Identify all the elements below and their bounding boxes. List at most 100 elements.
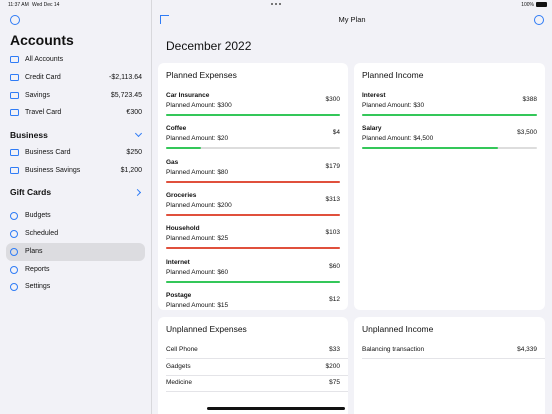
item-name: Internet [166, 258, 190, 266]
planned-income-card: Planned Income Interest Planned Amount: $3… [354, 63, 545, 310]
icon [10, 230, 18, 238]
menu-item[interactable]: Plans [25, 248, 43, 255]
item-amount: $4 [332, 129, 340, 137]
icon [10, 149, 19, 156]
expand-button[interactable] [160, 15, 169, 24]
item-amount: $103 [325, 229, 340, 237]
account-balance: $1,200 [120, 167, 142, 174]
item-name: Car Insurance [166, 92, 210, 99]
menu-item[interactable]: Scheduled [25, 230, 59, 237]
card-title: Planned Expenses [166, 70, 237, 80]
multitask-dots [271, 3, 281, 7]
account-name[interactable]: Business Savings [25, 167, 81, 174]
status-battery: 100% [521, 2, 534, 8]
item-name: Gadgets [166, 362, 191, 370]
progress-bar [362, 147, 499, 150]
header-title: My Plan [338, 15, 366, 24]
menu-item[interactable]: Settings [25, 283, 51, 290]
account-balance: €300 [126, 109, 142, 116]
section-title[interactable]: Business [10, 130, 48, 140]
account-name[interactable]: Savings [25, 92, 50, 99]
icon [10, 92, 19, 99]
item-amount: $33 [329, 346, 340, 353]
account-balance: $250 [126, 149, 142, 156]
card-title: Unplanned Income [362, 324, 434, 334]
item-name: Groceries [166, 191, 197, 199]
item-amount: $200 [325, 362, 340, 370]
progress-track [166, 147, 340, 150]
item-amount: $300 [325, 96, 340, 103]
icon [10, 248, 18, 256]
more-button[interactable] [10, 15, 20, 25]
status-time: 11:37 AM [8, 2, 29, 8]
item-planned: Planned Amount: $20 [166, 135, 229, 143]
unplanned-income-card: Unplanned Income Balancing transaction $4,… [354, 317, 545, 414]
planned-expenses-card: Planned Expenses Car Insurance Planned Amo… [158, 63, 348, 310]
account-name[interactable]: Business Card [25, 149, 71, 156]
progress-bar [166, 180, 340, 183]
account-name[interactable]: All Accounts [25, 56, 64, 63]
account-balance: -$2,113.64 [109, 74, 142, 81]
home-indicator [207, 407, 345, 410]
unplanned-expenses-card: Unplanned Expenses Cell Phone $33 Gadgets $2… [158, 317, 348, 414]
account-name[interactable]: Credit Card [25, 74, 61, 81]
sidebar [0, 0, 152, 414]
item-name: Household [166, 225, 200, 233]
item-planned: Planned Amount: $300 [166, 102, 232, 109]
item-planned: Planned Amount: $15 [166, 301, 229, 309]
icon [10, 167, 19, 174]
icon [10, 283, 18, 291]
icon [10, 56, 19, 63]
item-planned: Planned Amount: $60 [166, 268, 229, 276]
separator [166, 391, 348, 392]
period-title: December 2022 [166, 39, 252, 53]
item-amount: $12 [329, 295, 340, 303]
card-title: Planned Income [362, 70, 424, 80]
item-amount: $3,500 [517, 129, 537, 137]
item-amount: $179 [325, 162, 340, 170]
item-amount: $60 [329, 262, 340, 270]
item-amount: $4,339 [517, 346, 537, 353]
item-planned: Planned Amount: $4,500 [362, 135, 434, 143]
account-balance: $5,723.45 [110, 92, 142, 99]
icon [10, 212, 18, 220]
separator [166, 374, 348, 376]
item-name: Interest [362, 92, 386, 99]
more-button[interactable] [534, 15, 544, 25]
item-planned: Planned Amount: $30 [362, 102, 425, 109]
section-title[interactable]: Gift Cards [10, 187, 52, 197]
item-planned: Planned Amount: $25 [166, 235, 229, 243]
item-amount: $313 [325, 195, 340, 203]
card-title: Unplanned Expenses [166, 324, 247, 334]
progress-bar [166, 213, 340, 216]
sidebar-title: Accounts [10, 32, 74, 48]
progress-bar [166, 147, 201, 150]
menu-item[interactable]: Reports [25, 266, 50, 273]
item-name: Postage [166, 291, 192, 299]
separator [362, 358, 545, 359]
icon [10, 109, 19, 116]
progress-bar [362, 114, 537, 116]
item-name: Gas [166, 158, 179, 166]
item-name: Salary [362, 125, 382, 133]
account-name[interactable]: Travel Card [25, 109, 62, 116]
status-date: Wed Dec 14 [32, 2, 60, 8]
progress-bar [166, 280, 340, 283]
selected-highlight [6, 243, 145, 261]
item-name: Balancing transaction [362, 346, 425, 353]
menu-item[interactable]: Budgets [25, 212, 51, 219]
icon [10, 266, 18, 274]
icon [10, 74, 19, 81]
item-name: Cell Phone [166, 346, 198, 353]
item-amount: $75 [329, 379, 340, 386]
item-planned: Planned Amount: $200 [166, 201, 232, 209]
item-planned: Planned Amount: $80 [166, 168, 229, 176]
item-name: Medicine [166, 379, 193, 386]
progress-bar [166, 114, 340, 116]
separator [166, 358, 348, 359]
item-amount: $388 [522, 96, 537, 103]
progress-bar [166, 247, 340, 250]
item-name: Coffee [166, 125, 187, 133]
battery-icon [536, 2, 547, 7]
